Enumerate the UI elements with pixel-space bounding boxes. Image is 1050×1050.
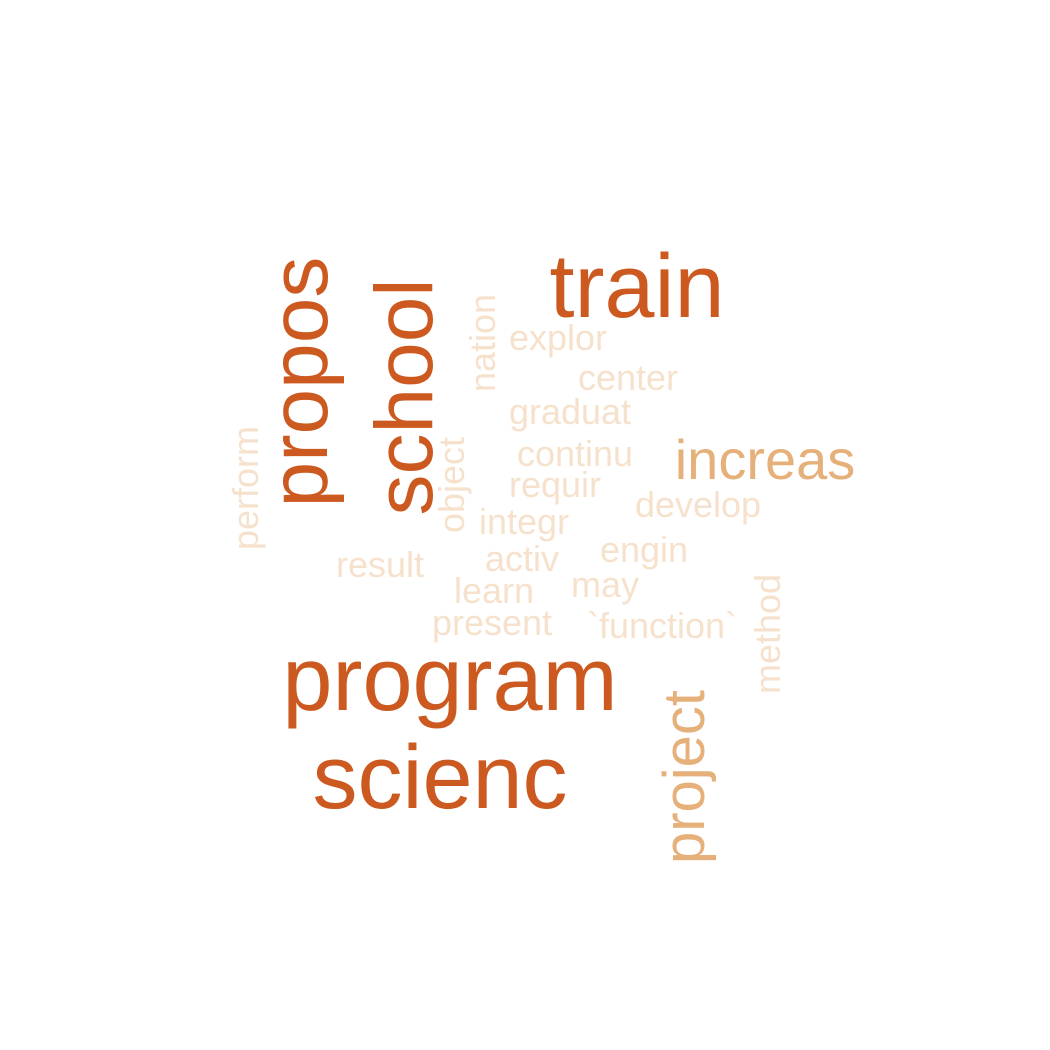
word-may: may [570, 564, 640, 605]
word-develop: develop [634, 484, 762, 525]
word-activ: activ [484, 538, 560, 579]
word-program: program [282, 630, 618, 730]
word-requir: requir [508, 464, 602, 505]
word-nation: nation [462, 293, 503, 393]
word-method: method [747, 573, 788, 695]
word-explor: explor [508, 317, 608, 358]
word-result: result [335, 544, 425, 585]
word-present: present [431, 602, 553, 643]
word-scienc: scienc [312, 728, 568, 828]
word-center: center [577, 357, 679, 398]
word-integr: integr [478, 501, 570, 542]
word-continu: continu [516, 433, 634, 474]
word-perform: perform [225, 425, 266, 551]
word-increas: increas [674, 428, 856, 491]
word-propos: propos [254, 256, 345, 508]
word-object: object [431, 436, 472, 534]
word-engin: engin [599, 529, 689, 570]
word-learn: learn [453, 570, 535, 611]
word-graduat: graduat [508, 391, 632, 432]
word-project: project [652, 689, 717, 865]
word-train: train [549, 237, 725, 337]
word-function: `function` [586, 605, 738, 646]
